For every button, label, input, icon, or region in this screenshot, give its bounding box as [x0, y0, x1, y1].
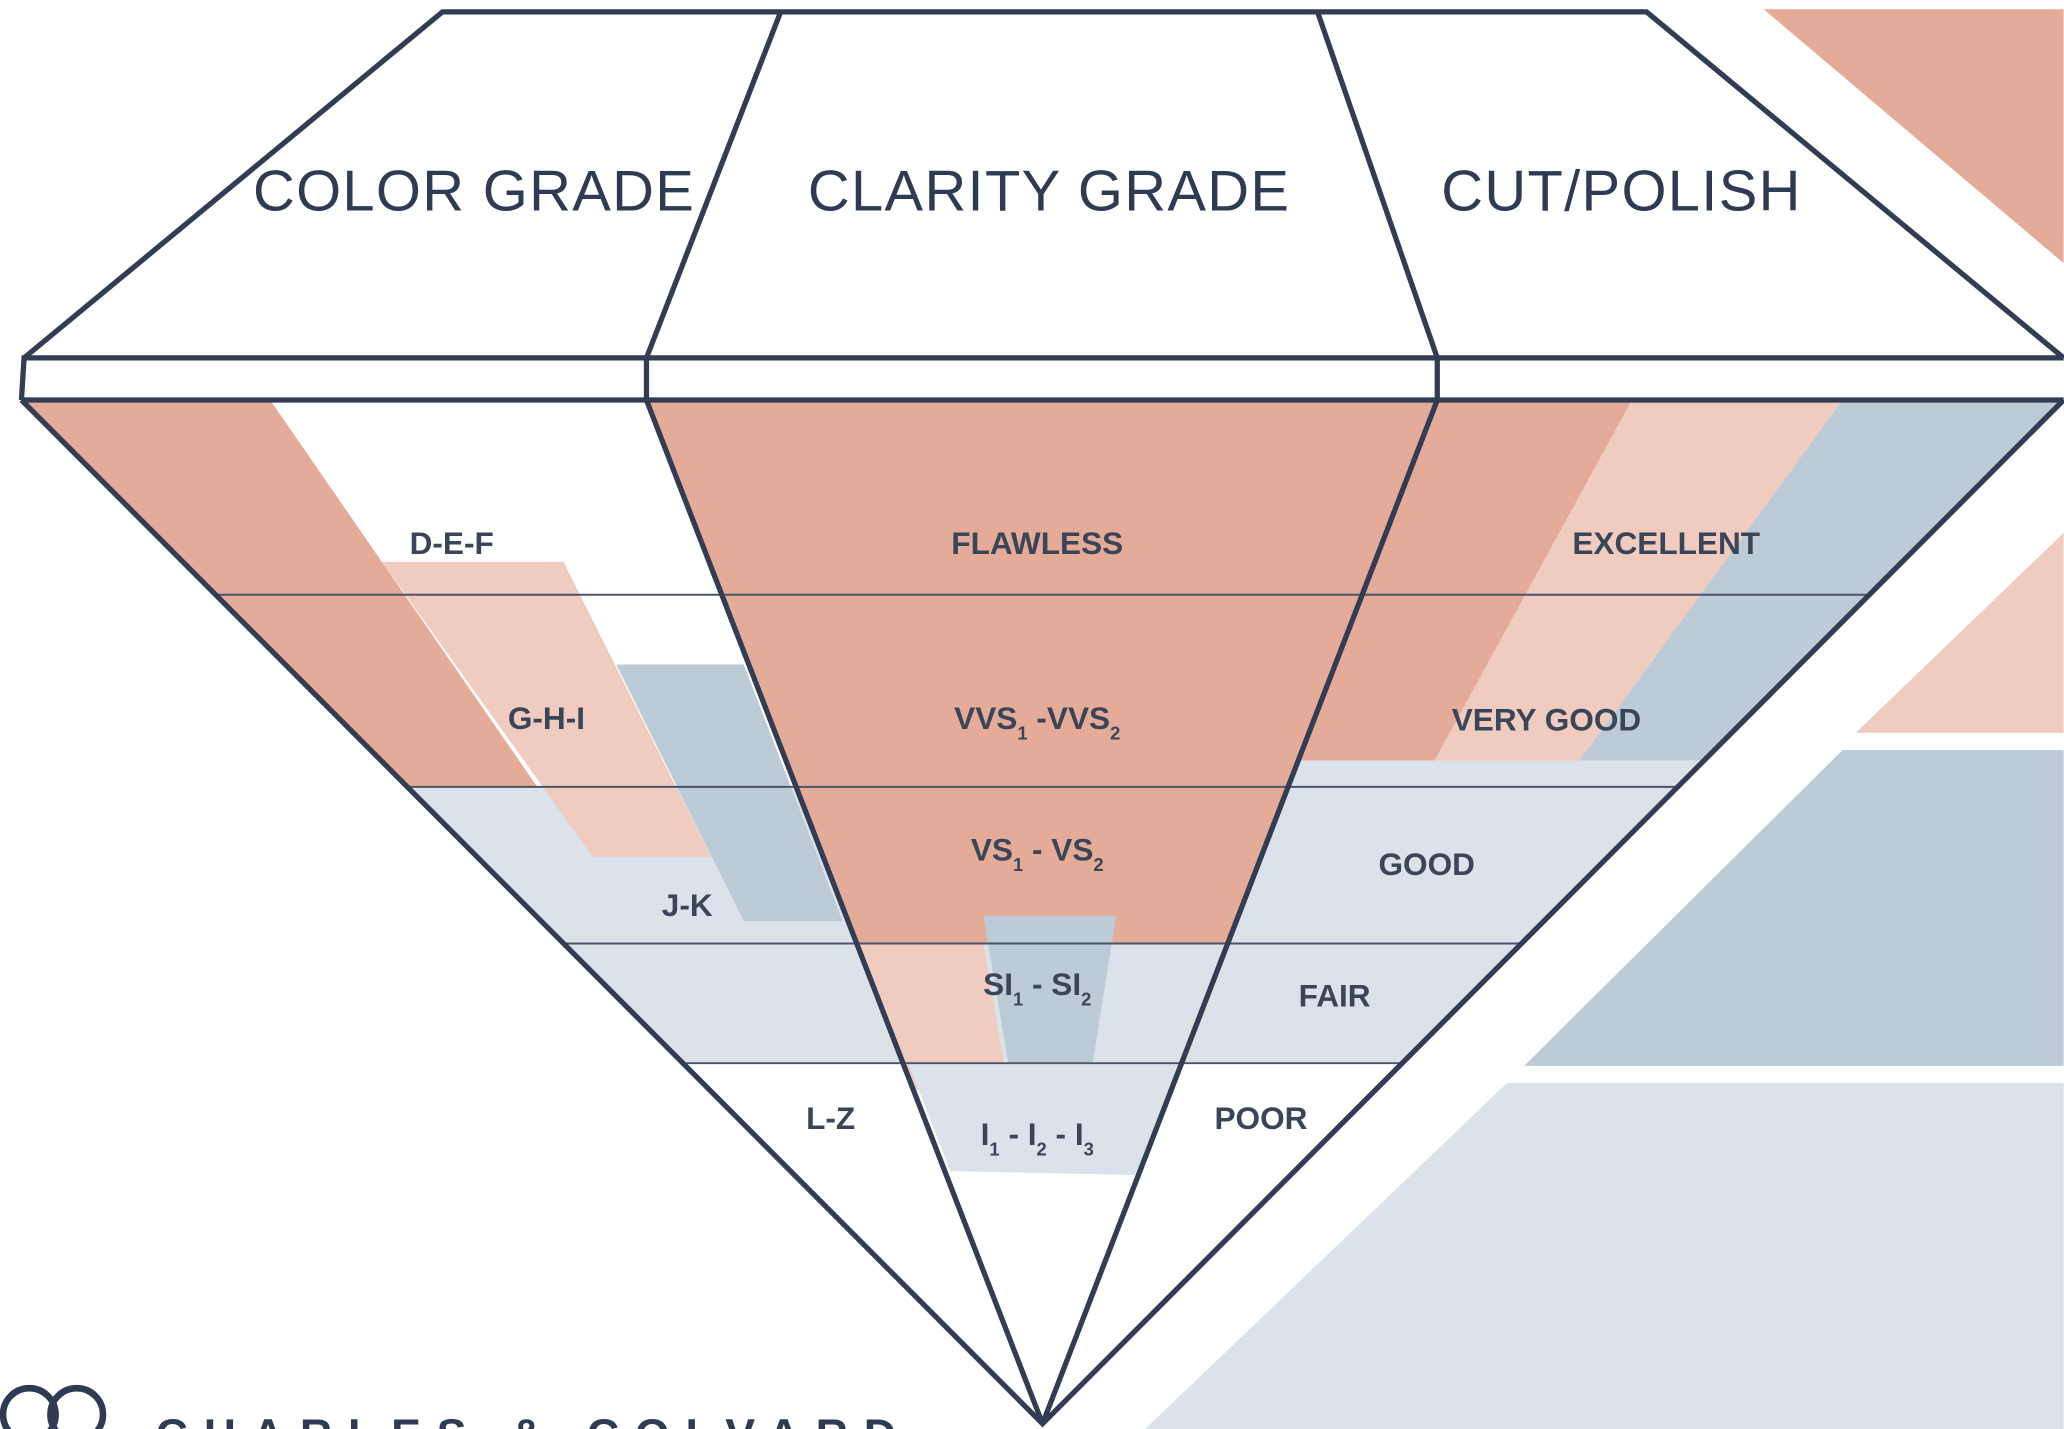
grade-label: POOR	[1214, 1100, 1307, 1136]
grade-label: L-Z	[806, 1100, 855, 1136]
label-part: - VS	[1023, 832, 1093, 868]
subscript: 1	[1017, 723, 1027, 744]
subscript: 1	[1013, 988, 1023, 1009]
label-part: VVS	[954, 700, 1017, 736]
grade-label: G-H-I	[508, 700, 585, 736]
subscript: 3	[1084, 1138, 1094, 1159]
column-header: CLARITY GRADE	[808, 160, 1290, 224]
subscript: 2	[1093, 854, 1103, 875]
logo-text: CHARLES & COLVARD	[156, 1411, 912, 1429]
label-part: -VVS	[1028, 700, 1110, 736]
grade-label: VERY GOOD	[1452, 701, 1642, 737]
page: {"header": {"columns": ["COLOR GRADE", "…	[0, 0, 2064, 1429]
column-header: COLOR GRADE	[253, 160, 695, 224]
label-part: FLAWLESS	[951, 525, 1123, 561]
label-part: FAIR	[1299, 978, 1371, 1014]
subscript: 2	[1081, 988, 1091, 1009]
grade-label: GOOD	[1379, 846, 1476, 882]
label-part: VS	[971, 832, 1013, 868]
label-part: L-Z	[806, 1100, 855, 1136]
label-part: - I	[1000, 1116, 1037, 1152]
column-header: CUT/POLISH	[1441, 160, 1801, 224]
diagram: COLOR GRADE CLARITY GRADE CUT/POLISH D-E…	[0, 0, 2064, 1429]
subscript: 1	[989, 1138, 999, 1159]
label-part: - I	[1047, 1116, 1084, 1152]
subscript: 2	[1037, 1138, 1047, 1159]
label-part: GOOD	[1379, 846, 1476, 882]
label-part: - SI	[1023, 966, 1081, 1002]
label-part: VERY GOOD	[1452, 701, 1642, 737]
label-part: J-K	[662, 887, 713, 923]
label-part: D-E-F	[410, 525, 494, 561]
label-part: EXCELLENT	[1572, 525, 1760, 561]
deco-shape	[1764, 9, 2064, 263]
logo: CHARLES & COLVARD	[3, 1388, 912, 1429]
label-part: POOR	[1214, 1100, 1307, 1136]
label-part: I	[981, 1116, 990, 1152]
label-part: G-H-I	[508, 700, 585, 736]
grade-label: J-K	[662, 887, 713, 923]
subscript: 1	[1013, 854, 1023, 875]
label-part: SI	[983, 966, 1013, 1002]
grade-label: FAIR	[1299, 978, 1371, 1014]
grade-label: EXCELLENT	[1572, 525, 1760, 561]
grade-label: FLAWLESS	[951, 525, 1123, 561]
grade-label: D-E-F	[410, 525, 494, 561]
subscript: 2	[1110, 723, 1120, 744]
